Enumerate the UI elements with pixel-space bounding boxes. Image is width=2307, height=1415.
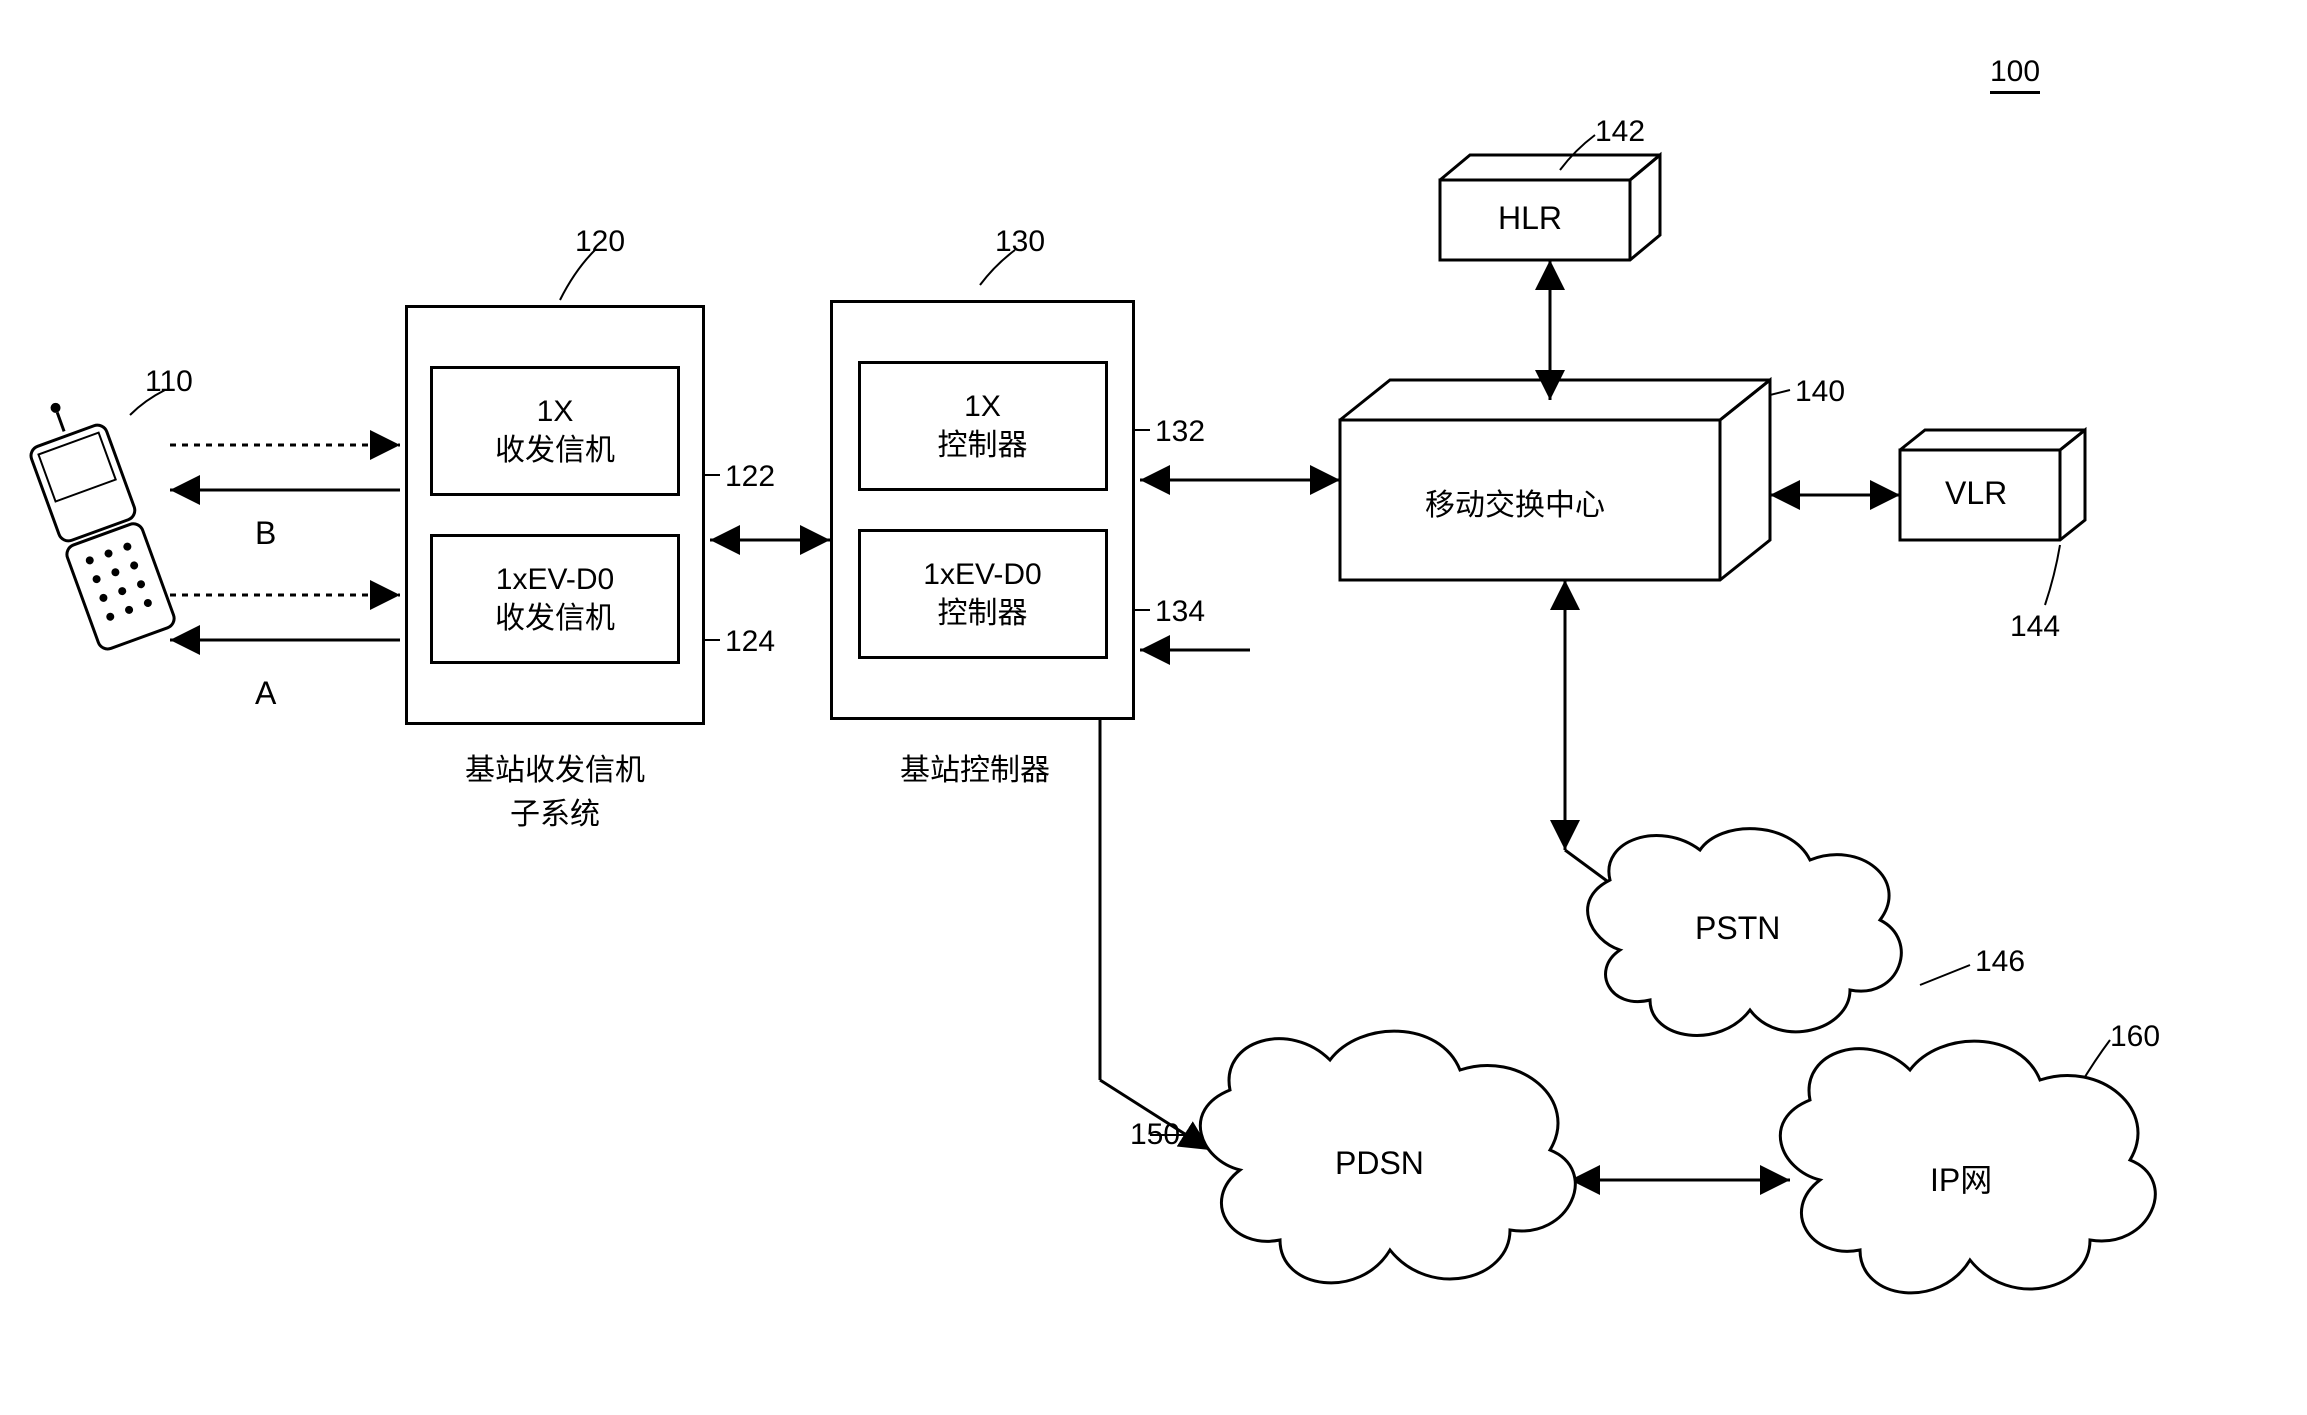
bts-label: 基站收发信机 子系统 (435, 745, 675, 833)
phone-ref: 110 (145, 365, 193, 399)
bts-evdo-box: 1xEV-D0 收发信机 (430, 534, 680, 664)
msc-text: 移动交换中心 (1425, 480, 1605, 524)
hlr-ref: 142 (1595, 115, 1645, 149)
bts-evdo-ref: 124 (725, 625, 775, 659)
bts-outer: 1X 收发信机 1xEV-D0 收发信机 (405, 305, 705, 725)
pdsn-ref: 150 (1130, 1118, 1180, 1152)
bsc-evdo-ref: 134 (1155, 595, 1205, 629)
bsc-evdo-box: 1xEV-D0 控制器 (858, 529, 1108, 659)
bsc-1x-line2: 控制器 (938, 426, 1028, 465)
pdsn-text: PDSN (1335, 1145, 1424, 1182)
bsc-evdo-line2: 控制器 (938, 594, 1028, 633)
bts-1x-line1: 1X (537, 392, 574, 431)
vlr-ref: 144 (2010, 610, 2060, 644)
msc-ref: 140 (1795, 375, 1845, 409)
phone-icon (16, 389, 177, 651)
bts-ref: 120 (575, 225, 625, 259)
bts-1x-box: 1X 收发信机 (430, 366, 680, 496)
bts-1x-ref: 122 (725, 460, 775, 494)
diagram-container: 100 (0, 0, 2307, 1415)
bsc-label: 基站控制器 (900, 745, 1050, 789)
bts-evdo-line2: 收发信机 (495, 599, 615, 638)
ipnet-ref: 160 (2110, 1020, 2160, 1054)
vlr-text: VLR (1945, 475, 2007, 512)
label-b: B (255, 515, 276, 552)
bsc-ref: 130 (995, 225, 1045, 259)
ipnet-text: IP网 (1930, 1155, 1992, 1201)
pstn-ref: 146 (1975, 945, 2025, 979)
bsc-evdo-line1: 1xEV-D0 (923, 555, 1041, 594)
hlr-text: HLR (1498, 200, 1562, 237)
bsc-1x-box: 1X 控制器 (858, 361, 1108, 491)
bts-1x-line2: 收发信机 (495, 431, 615, 470)
bsc-1x-ref: 132 (1155, 415, 1205, 449)
label-a: A (255, 675, 276, 712)
connections-svg (0, 0, 2307, 1415)
bsc-1x-line1: 1X (964, 387, 1001, 426)
pstn-text: PSTN (1695, 910, 1780, 947)
bsc-outer: 1X 控制器 1xEV-D0 控制器 (830, 300, 1135, 720)
bts-evdo-line1: 1xEV-D0 (496, 560, 614, 599)
